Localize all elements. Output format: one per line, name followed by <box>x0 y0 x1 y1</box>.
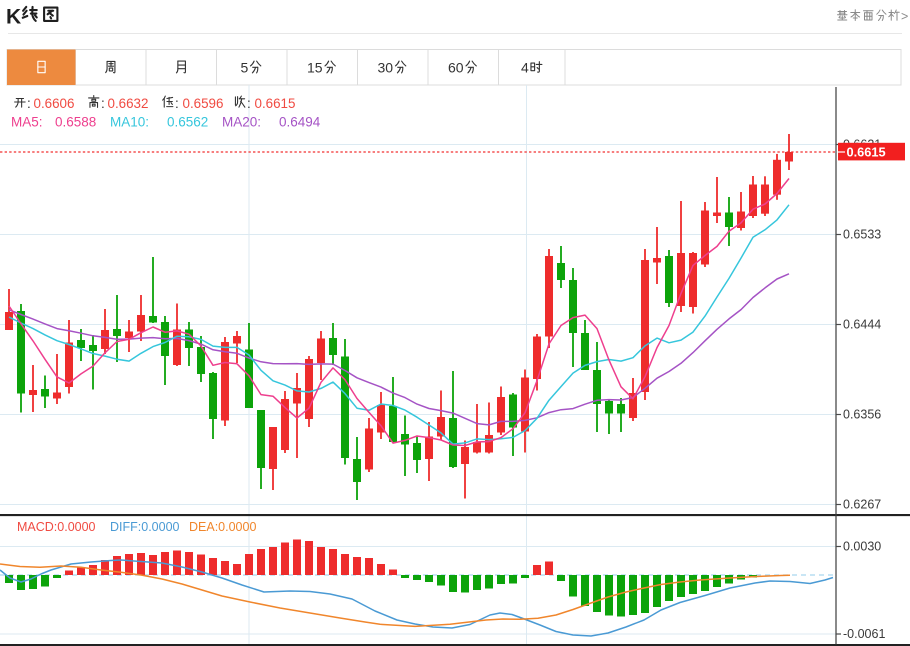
svg-text:0.6494: 0.6494 <box>279 115 321 130</box>
svg-text:0.6606: 0.6606 <box>34 96 75 111</box>
svg-text:15: 15 <box>307 60 323 76</box>
svg-text:K: K <box>6 6 21 29</box>
svg-text:0.0030: 0.0030 <box>843 540 881 554</box>
svg-text:0.6588: 0.6588 <box>55 115 96 130</box>
svg-text:MA20:: MA20: <box>222 115 261 130</box>
svg-text::: : <box>175 96 179 111</box>
svg-text:0.6444: 0.6444 <box>843 318 881 332</box>
svg-text:30: 30 <box>378 60 394 76</box>
svg-text:>: > <box>901 10 908 24</box>
svg-text:5: 5 <box>241 60 249 76</box>
svg-text:0.6533: 0.6533 <box>843 228 881 242</box>
svg-text:DEA:0.0000: DEA:0.0000 <box>189 520 256 534</box>
svg-text:0.6615: 0.6615 <box>255 96 296 111</box>
svg-text::: : <box>247 96 251 111</box>
svg-text:0.6267: 0.6267 <box>843 498 881 512</box>
svg-text:4: 4 <box>521 60 529 76</box>
svg-text:MACD:0.0000: MACD:0.0000 <box>17 520 96 534</box>
svg-text:0.6632: 0.6632 <box>108 96 149 111</box>
svg-text:DIFF:0.0000: DIFF:0.0000 <box>110 520 180 534</box>
svg-text:60: 60 <box>448 60 464 76</box>
svg-text:-0.0061: -0.0061 <box>843 627 885 641</box>
svg-text::: : <box>101 96 105 111</box>
svg-text::: : <box>27 96 31 111</box>
svg-text:0.6615: 0.6615 <box>847 145 886 160</box>
svg-text:MA5:: MA5: <box>11 115 43 130</box>
svg-text:MA10:: MA10: <box>110 115 149 130</box>
svg-text:0.6562: 0.6562 <box>167 115 208 130</box>
svg-text:0.6596: 0.6596 <box>183 96 224 111</box>
svg-text:0.6356: 0.6356 <box>843 408 881 422</box>
